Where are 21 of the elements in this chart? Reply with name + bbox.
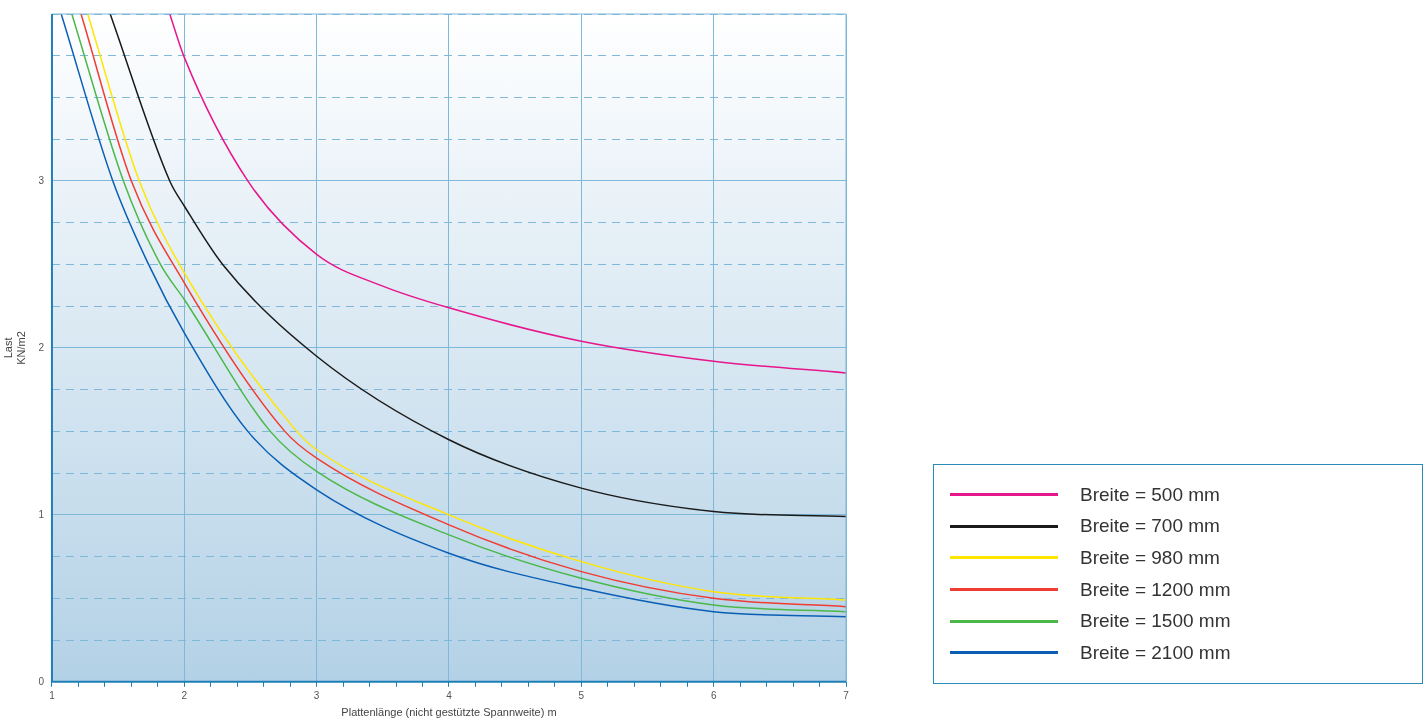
text: Breite = 1200 mm	[1080, 578, 1231, 601]
line-series	[109, 14, 846, 518]
text: Breite = 1500 mm	[1080, 610, 1231, 633]
text: Breite = 500 mm	[1080, 483, 1220, 506]
x-tick-label: 3	[313, 689, 320, 701]
text: Breite = 700 mm	[1080, 515, 1220, 538]
x-tick-label: 7	[843, 689, 850, 701]
x-axis-title: Plattenlänge (nicht gestützte Spannweite) m	[341, 706, 557, 719]
x-tick-label: 4	[446, 689, 453, 701]
y-tick-label: 0	[38, 675, 45, 687]
text: Breite = 980 mm	[1080, 546, 1220, 569]
y-tick-label: 2	[38, 341, 45, 353]
x-tick-label: 6	[710, 689, 717, 701]
y-axis-title: Last KN/m2	[1, 331, 27, 365]
line-series	[168, 14, 846, 374]
y-tick-label: 3	[38, 174, 45, 186]
x-tick-label: 5	[578, 689, 585, 701]
x-tick-label: 2	[181, 689, 188, 701]
text: Breite = 2100 mm	[1080, 641, 1231, 664]
x-tick-label: 1	[49, 689, 56, 701]
y-tick-label: 1	[38, 508, 45, 520]
